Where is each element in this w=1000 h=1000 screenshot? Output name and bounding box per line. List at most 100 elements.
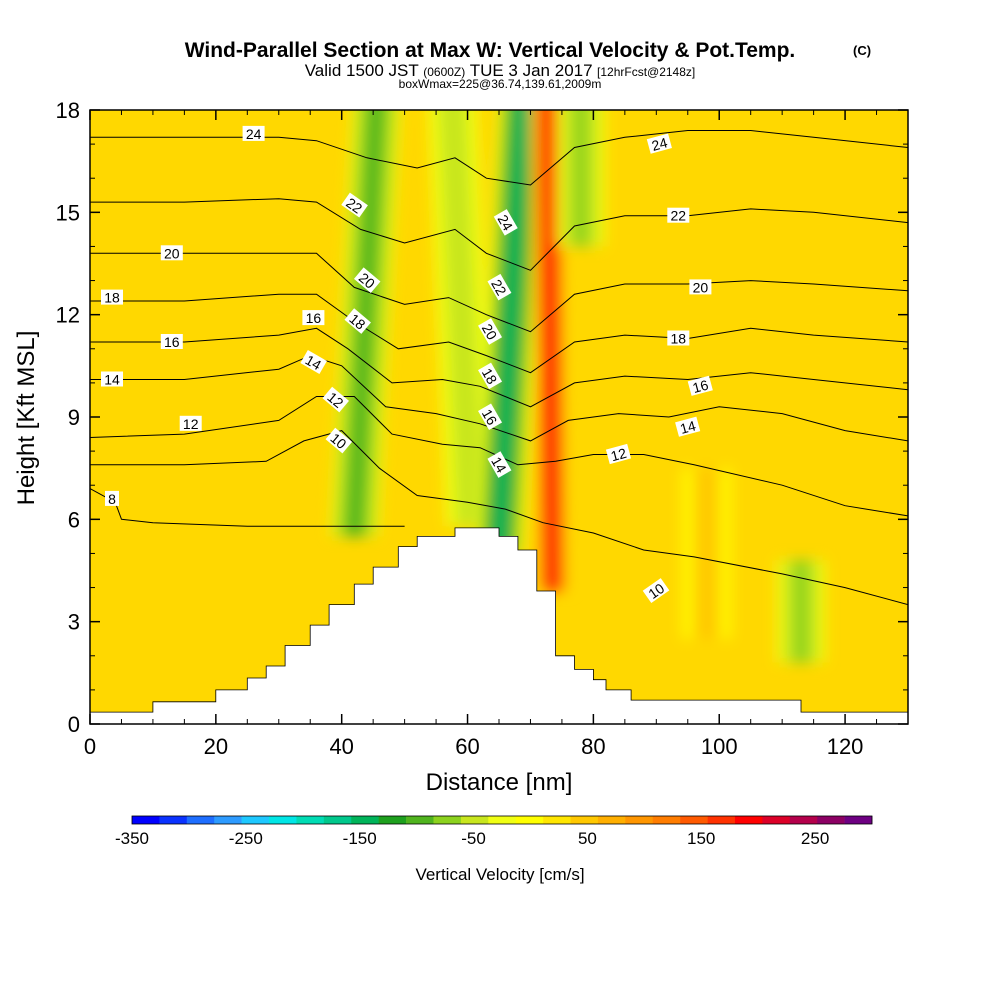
contour-label-text: 24 [246,126,262,142]
contour-label-text: 18 [104,290,120,306]
contour-label: 12 [179,415,202,432]
contour-label-box [341,192,368,218]
y-tick-label: 15 [56,200,80,225]
theta-contour-18 [90,293,908,374]
contour-label: 20 [689,279,712,295]
terrain [90,527,908,724]
contour-label-box [101,289,123,305]
velocity-cell [491,110,529,554]
theta-contour-20 [90,252,908,333]
contour-label: 16 [687,375,713,396]
contour-label-text: 12 [183,416,199,432]
y-tick-label: 3 [68,610,80,635]
x-tick-label: 0 [84,734,96,759]
colorbar-frame [131,815,873,825]
colorbar-tick-label: 250 [801,829,829,848]
colorbar [131,815,873,825]
contour-label: 12 [322,386,349,413]
contour-label-box [605,443,632,465]
contour-label: 24 [646,133,672,154]
contour-label-box [478,318,503,345]
contour-label: 14 [675,416,701,437]
chart-title: Wind-Parallel Section at Max W: Vertical… [185,39,796,62]
contour-label-box [689,279,712,295]
contour-label-box [667,207,690,223]
contour-label: 18 [667,330,690,347]
colorbar-swatch [406,816,434,824]
colorbar-swatch [762,816,791,824]
colorbar-swatch [707,816,736,824]
contour-label-text: 14 [104,372,120,388]
colorbar-swatch [351,816,379,824]
contour-label-box [353,267,381,294]
colorbar-swatch [132,816,160,824]
colorbar-tick-labels: -350 -250 -150 -50 50 150 250 [115,829,829,848]
contour-label-text: 20 [693,279,709,295]
contour-label-text: 16 [479,406,501,428]
contour-label: 20 [160,245,183,261]
contour-label: 12 [605,443,632,465]
contour-label: 18 [344,308,371,334]
colorbar-tick-label: -50 [461,829,486,848]
subtitle-utc-time: (0600Z) [423,65,465,79]
contour-label-text: 20 [479,321,501,343]
contour-label-box [675,416,701,437]
y-axis-label: Height [Kft MSL] [13,331,40,506]
contour-label-box [487,451,512,478]
y-tick-label: 18 [56,98,80,123]
contour-label-box [325,427,353,454]
contour-label-text: 22 [488,277,510,299]
x-tick-label: 40 [329,734,353,759]
contour-label: 22 [341,192,368,218]
colorbar-swatch [241,816,270,824]
contour-label-box [101,371,123,387]
x-axis-ticks: 0 20 40 60 80 100 120 [84,110,878,759]
contour-label-text: 18 [671,331,687,347]
x-tick-label: 60 [455,734,479,759]
colorbar-tick-label: -250 [229,829,263,848]
contour-label-text: 14 [303,352,325,374]
contour-label: 24 [493,209,518,236]
contour-label-text: 24 [650,134,669,154]
subtitle-valid-time: Valid 1500 JST [305,61,419,80]
theta-contour-24 [90,130,908,186]
box-wmax-info: boxWmax=225@36.74,139.61,2009m [399,77,602,91]
colorbar-swatch [789,816,818,824]
contour-label-box [687,375,713,396]
colorbar-swatch [323,816,352,824]
contour-label-text: 16 [164,334,180,350]
plot-area: 24 22 20 18 16 14 12 10 24 22 20 18 16 14 24 22 20 18 16 14… [90,110,908,724]
contour-label-box [667,330,690,346]
colorbar-tick-label: -150 [343,829,377,848]
velocity-cell [542,110,559,591]
colorbar-swatch [515,816,544,824]
colorbar-swatch [652,816,681,824]
velocity-cell [793,560,809,663]
contour-label-text: 20 [164,245,180,261]
colorbar-tick-label: 50 [578,829,597,848]
contour-label-text: 18 [479,365,501,387]
x-tick-label: 20 [204,734,228,759]
contour-label: 10 [642,578,670,604]
theta-contour-14 [90,355,908,442]
contour-label-box [160,334,183,349]
x-tick-label: 80 [581,734,605,759]
contour-label: 14 [101,371,123,388]
contour-label: 22 [667,207,690,224]
y-tick-label: 0 [68,712,80,737]
colorbar-label: Vertical Velocity [cm/s] [415,865,584,884]
y-tick-label: 12 [56,303,80,328]
contour-label-box [302,310,325,326]
contour-label: 16 [478,403,503,431]
colorbar-swatch [460,816,489,824]
contour-label-text: 22 [671,208,687,224]
contour-label: 16 [160,334,183,350]
contour-label-text: 14 [488,454,510,476]
colorbar-tick-label: 150 [687,829,715,848]
contour-label-box [493,209,518,236]
contour-label: 10 [325,427,353,454]
contour-label-box [344,308,371,334]
velocity-cell [699,468,714,639]
potential-temperature-contours [90,130,908,606]
